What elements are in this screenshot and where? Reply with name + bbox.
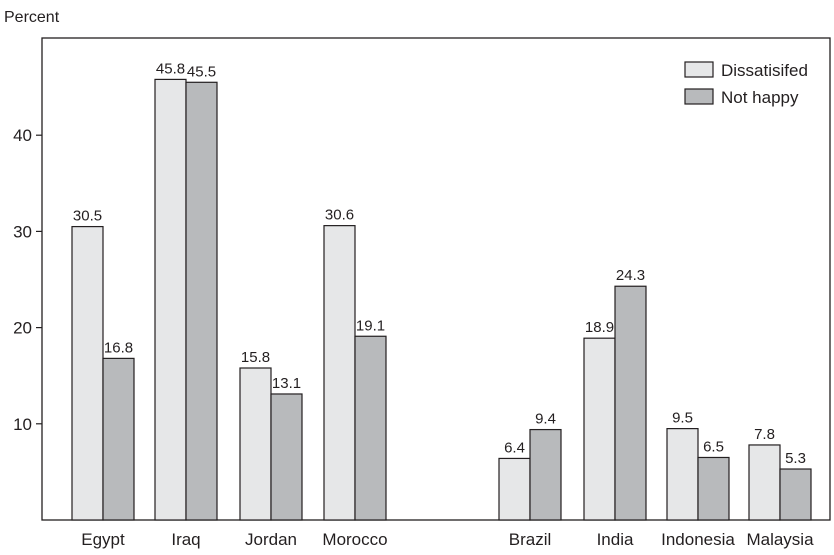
bar-dissatisfied	[666, 428, 699, 521]
bar-not-happy	[529, 428, 562, 521]
bar-not-happy	[270, 393, 303, 521]
value-label: 24.3	[616, 267, 645, 284]
legend-swatch	[684, 88, 714, 105]
bar-dissatisfied	[154, 78, 187, 521]
bar-dissatisfied	[323, 225, 356, 521]
legend-label: Not happy	[721, 88, 799, 107]
y-axis-ticks: 10 20 30 40	[13, 126, 42, 434]
value-label: 6.5	[703, 438, 724, 455]
y-tick-label: 20	[13, 319, 32, 338]
value-label: 30.6	[325, 207, 354, 224]
bar-not-happy	[779, 468, 812, 521]
bar-dissatisfied	[748, 444, 781, 521]
y-tick-label: 30	[13, 222, 32, 241]
category-label: Morocco	[322, 530, 387, 549]
value-label: 5.3	[785, 450, 806, 467]
category-labels: Egypt Iraq Jordan Morocco Brazil India Indones…	[81, 530, 814, 549]
category-label: India	[597, 530, 634, 549]
category-label: Malaysia	[746, 530, 814, 549]
category-label: Brazil	[509, 530, 552, 549]
bar-not-happy	[354, 335, 387, 521]
category-label: Jordan	[245, 530, 297, 549]
value-label: 19.1	[356, 317, 385, 334]
value-label: 45.8	[156, 60, 185, 77]
plot-frame	[41, 37, 831, 521]
category-label: Egypt	[81, 530, 125, 549]
value-label: 9.5	[672, 410, 693, 427]
value-label: 9.4	[535, 411, 556, 428]
data-labels: 30.5 16.8 45.8 45.5 15.813.1 30.6 19.1 6.4 9.4 18…	[73, 60, 806, 467]
y-tick-label: 40	[13, 126, 32, 145]
bar-dissatisfied	[239, 367, 272, 521]
value-label: 6.4	[504, 439, 525, 456]
bars	[71, 78, 812, 521]
value-label: 18.9	[585, 319, 614, 336]
bar-dissatisfied	[71, 225, 104, 521]
bar-dissatisfied	[583, 337, 616, 521]
bar-not-happy	[697, 456, 730, 521]
legend-label: Dissatisifed	[721, 61, 808, 80]
value-label: 45.5	[187, 63, 216, 80]
y-tick-label: 10	[13, 415, 32, 434]
bar-not-happy	[614, 285, 647, 521]
bar-not-happy	[185, 81, 218, 521]
bar-dissatisfied	[498, 457, 531, 521]
value-label: 7.8	[754, 426, 775, 443]
value-label: 15.8	[241, 349, 270, 366]
legend-swatch	[684, 61, 714, 78]
legend: Dissatisifed Not happy	[684, 61, 808, 107]
value-label: 30.5	[73, 208, 102, 225]
category-label: Iraq	[171, 530, 200, 549]
value-label: 16.8	[104, 339, 133, 356]
value-label: 13.1	[272, 375, 301, 392]
category-label: Indonesia	[661, 530, 735, 549]
bar-not-happy	[102, 357, 135, 521]
y-axis-title: Percent	[4, 9, 60, 26]
